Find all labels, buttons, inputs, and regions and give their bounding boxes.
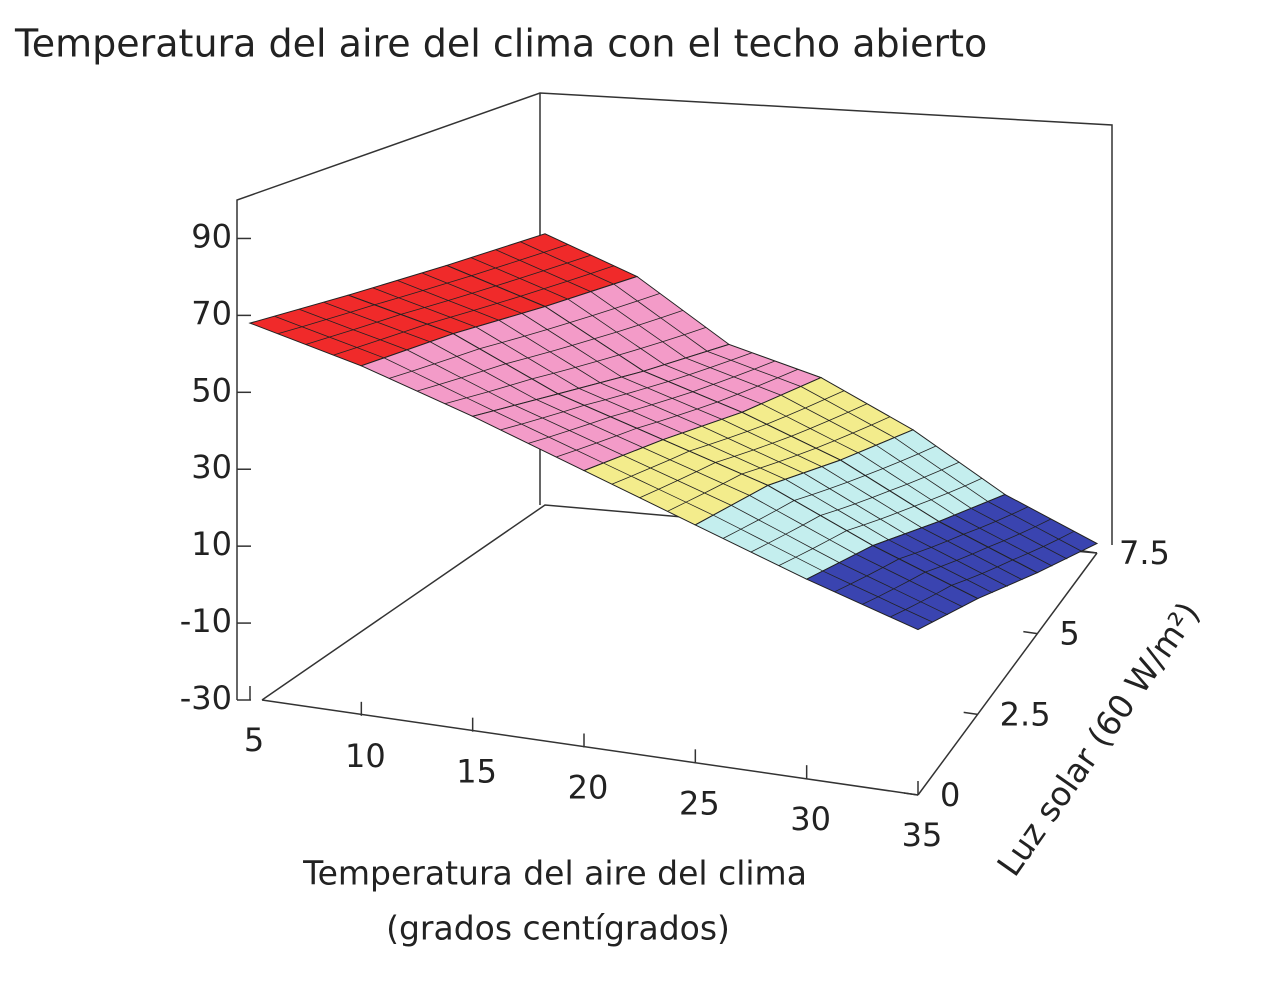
mesh-line <box>815 416 891 449</box>
mesh-line <box>622 376 723 420</box>
x-tick-label: 25 <box>679 784 720 822</box>
mesh-line <box>717 368 799 403</box>
y-tick <box>1082 550 1098 554</box>
mesh-line <box>426 295 521 325</box>
mesh-line <box>905 533 1008 587</box>
mesh-line <box>521 313 623 378</box>
mesh-line <box>299 308 408 351</box>
mesh-line <box>515 405 624 456</box>
x-axis <box>261 699 919 796</box>
mesh-line <box>407 349 516 406</box>
mesh-line <box>520 265 615 297</box>
mesh-line <box>590 291 687 359</box>
mesh-line <box>741 447 816 475</box>
mesh-line <box>600 382 703 427</box>
y-tick <box>903 792 919 796</box>
x-tick-label: 5 <box>244 721 264 759</box>
mesh-line <box>781 395 877 446</box>
mesh-line <box>430 341 537 401</box>
mesh-line <box>731 505 840 564</box>
mesh-line <box>778 530 847 566</box>
x-tick-label: 35 <box>902 816 943 854</box>
mesh-line <box>333 323 428 356</box>
mesh-line <box>951 559 1013 586</box>
mesh-line <box>667 473 742 512</box>
mesh-line <box>498 320 602 384</box>
mesh-line <box>1012 530 1075 561</box>
y-tick-label: 2.5 <box>1000 695 1051 733</box>
mesh-line <box>707 351 802 387</box>
mesh-line <box>618 327 707 356</box>
mesh-line <box>914 477 983 507</box>
x-tick-label: 30 <box>790 800 831 838</box>
mesh-line <box>623 455 732 506</box>
x-axis-label: Temperatura del aire del clima <box>302 854 807 893</box>
z-tick-label: 70 <box>191 294 232 332</box>
mesh-line <box>988 501 1083 552</box>
mesh-line <box>856 554 963 608</box>
mesh-line <box>495 249 592 293</box>
z-tick-label: -30 <box>180 679 232 717</box>
mesh-line <box>890 585 952 618</box>
mesh-line <box>894 437 989 503</box>
mesh-line <box>643 447 750 496</box>
mesh-line <box>749 495 857 555</box>
mesh-line <box>822 466 923 529</box>
mesh-line <box>722 419 823 468</box>
chart-title: Temperatura del aire del clima con el te… <box>14 22 987 66</box>
mesh-line <box>613 283 708 352</box>
mesh-line <box>531 354 620 380</box>
mesh-line <box>323 301 431 343</box>
z-tick-label: 30 <box>191 448 232 486</box>
x-axis-label: (grados centígrados) <box>386 909 730 948</box>
mesh-line <box>421 272 523 314</box>
mesh-line <box>444 378 533 405</box>
y-axis <box>917 552 1098 796</box>
y-tick-label: 5 <box>1059 615 1079 653</box>
y-tick-label: 7.5 <box>1119 534 1170 572</box>
y-tick-label: 0 <box>940 776 960 814</box>
x-tick-label: 20 <box>568 769 609 807</box>
z-tick-label: 10 <box>191 525 232 563</box>
mesh-line <box>846 505 915 531</box>
mesh-line <box>636 401 718 429</box>
mesh-line <box>801 386 896 439</box>
mesh-line <box>520 241 615 285</box>
mesh-line <box>839 562 948 616</box>
mesh-line <box>397 280 500 321</box>
mesh-line <box>686 357 782 396</box>
z-tick-label: 50 <box>191 371 232 409</box>
y-axis-label: Luz solar (60 W/m²) <box>989 595 1207 883</box>
mesh-line <box>971 508 1068 560</box>
x-tick-label: 15 <box>456 753 497 791</box>
mesh-line <box>803 473 907 535</box>
mesh-line <box>702 426 805 474</box>
y-tick <box>963 711 978 716</box>
z-tick-label: -10 <box>180 602 232 640</box>
x-tick-label: 10 <box>345 737 386 775</box>
box <box>236 92 1113 796</box>
y-tick <box>1023 630 1038 635</box>
z-tick-label: 90 <box>191 217 232 255</box>
mesh-line <box>922 527 1023 581</box>
mesh-line <box>876 445 973 510</box>
mesh-line <box>556 427 637 458</box>
mesh-line <box>536 399 644 449</box>
